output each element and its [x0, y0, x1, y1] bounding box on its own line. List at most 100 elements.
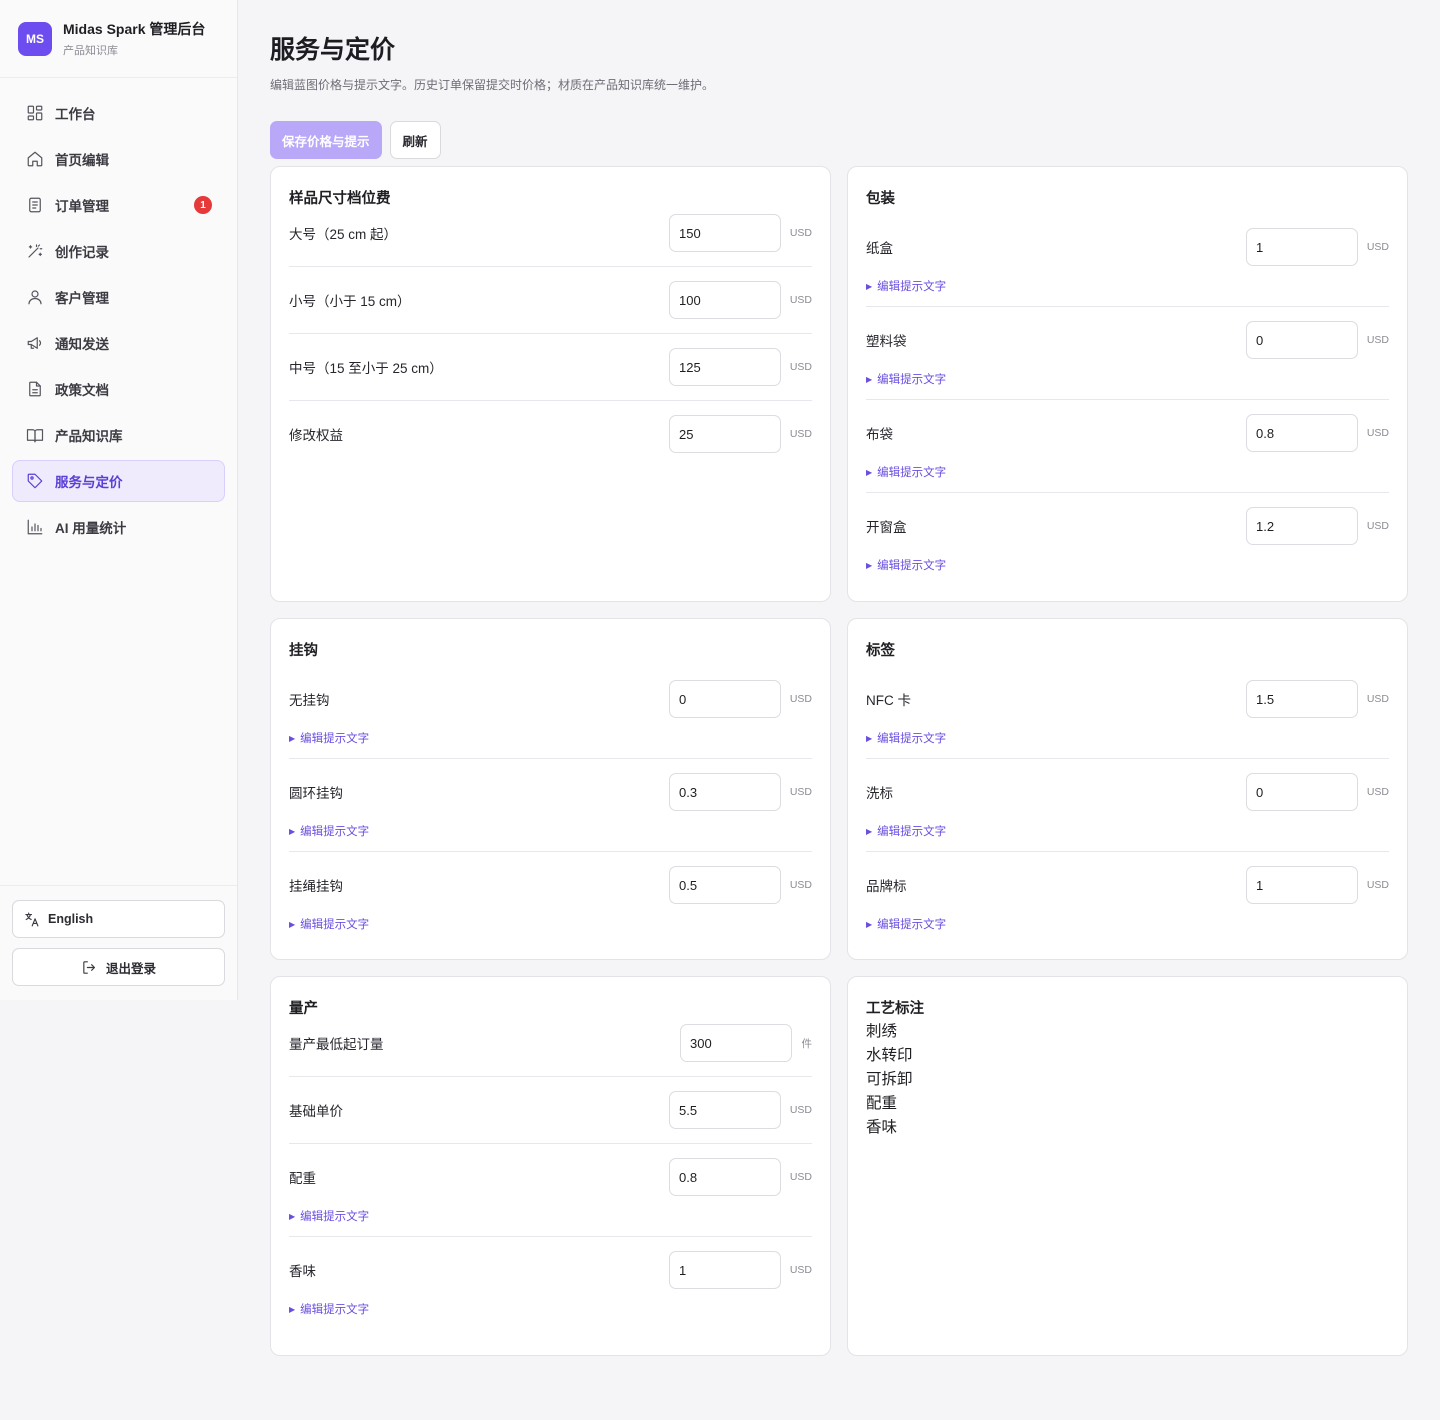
sidebar-item-customers[interactable]: 客户管理 [12, 276, 225, 318]
triangle-right-icon: ▶ [866, 467, 873, 477]
magic-wand-icon [26, 242, 44, 260]
sidebar-item-label: 创作记录 [55, 245, 109, 260]
price-row: NFC 卡 USD ▶ 编辑提示文字 [866, 666, 1389, 759]
edit-hint-toggle[interactable]: ▶ 编辑提示文字 [866, 557, 1389, 573]
price-input[interactable] [1246, 228, 1358, 266]
price-input[interactable] [1246, 414, 1358, 452]
price-row-label: 开窗盒 [866, 520, 907, 535]
language-switch-button[interactable]: English [12, 900, 225, 938]
refresh-button[interactable]: 刷新 [389, 121, 441, 159]
currency-unit: USD [1366, 334, 1389, 346]
edit-hint-toggle[interactable]: ▶ 编辑提示文字 [866, 371, 1389, 387]
edit-hint-toggle[interactable]: ▶ 编辑提示文字 [289, 730, 812, 746]
bar-chart-icon [26, 518, 44, 536]
sidebar-item-label: 产品知识库 [55, 429, 123, 444]
price-row-label: 洗标 [866, 786, 893, 801]
sidebar-item-policies[interactable]: 政策文档 [12, 368, 225, 410]
price-row: 基础单价 USD [289, 1077, 812, 1144]
edit-hint-toggle[interactable]: ▶ 编辑提示文字 [289, 823, 812, 839]
book-icon [26, 426, 44, 444]
sidebar-item-label: 工作台 [55, 107, 96, 122]
moq-input[interactable] [680, 1024, 792, 1062]
price-input[interactable] [669, 866, 781, 904]
label-tag-card: 标签 NFC 卡 USD ▶ 编辑提示文字 洗标 USD ▶ 编辑提示文字 品牌标 … [847, 618, 1408, 960]
logout-label: 退出登录 [105, 961, 156, 976]
logout-button[interactable]: 退出登录 [12, 948, 225, 986]
price-row: 中号（15 至小于 25 cm） USD [289, 334, 812, 401]
currency-unit: USD [1366, 427, 1389, 439]
craft-notes-list: 刺绣 水转印 可拆卸 配重 香味 [866, 1020, 1389, 1140]
card-title: 标签 [866, 643, 895, 659]
price-row: 大号（25 cm 起） USD [289, 200, 812, 267]
price-input[interactable] [1246, 773, 1358, 811]
edit-hint-label: 编辑提示文字 [877, 919, 947, 931]
edit-hint-toggle[interactable]: ▶ 编辑提示文字 [866, 464, 1389, 480]
price-row-label: 大号（25 cm 起） [289, 227, 398, 242]
base-price-input[interactable] [669, 1091, 781, 1129]
price-row: 品牌标 USD ▶ 编辑提示文字 [866, 852, 1389, 944]
price-input[interactable] [669, 415, 781, 453]
sidebar-item-orders[interactable]: 订单管理 1 [12, 184, 225, 226]
edit-hint-toggle[interactable]: ▶ 编辑提示文字 [289, 916, 812, 932]
sidebar-item-home-editor[interactable]: 首页编辑 [12, 138, 225, 180]
triangle-right-icon: ▶ [866, 826, 873, 836]
sidebar-item-knowledge-base[interactable]: 产品知识库 [12, 414, 225, 456]
save-prices-button[interactable]: 保存价格与提示 [270, 121, 382, 159]
sidebar-item-label: 订单管理 [55, 199, 109, 214]
edit-hint-toggle[interactable]: ▶ 编辑提示文字 [866, 916, 1389, 932]
price-row-label: 品牌标 [866, 879, 907, 894]
price-row: 修改权益 USD [289, 401, 812, 467]
currency-unit: USD [1366, 879, 1389, 891]
brand-subtitle: 产品知识库 [63, 45, 118, 57]
price-input[interactable] [669, 1251, 781, 1289]
currency-unit: USD [789, 786, 812, 798]
edit-hint-label: 编辑提示文字 [877, 281, 947, 293]
order-icon [26, 196, 44, 214]
price-input[interactable] [669, 348, 781, 386]
packaging-card: 包装 纸盒 USD ▶ 编辑提示文字 塑料袋 USD ▶ 编辑提示文字 布袋 USD… [847, 166, 1408, 602]
edit-hint-toggle[interactable]: ▶ 编辑提示文字 [866, 278, 1389, 294]
edit-hint-label: 编辑提示文字 [877, 467, 947, 479]
sidebar-nav: 工作台 首页编辑 订单管理 1 创作记录 客户管理 通知发送 政策文档 [0, 78, 237, 566]
sidebar-item-dashboard[interactable]: 工作台 [12, 92, 225, 134]
currency-unit: USD [789, 693, 812, 705]
price-row-label: NFC 卡 [866, 693, 911, 708]
edit-hint-label: 编辑提示文字 [300, 1211, 370, 1223]
price-input[interactable] [669, 214, 781, 252]
triangle-right-icon: ▶ [289, 1304, 296, 1314]
craft-note-item: 配重 [866, 1095, 898, 1112]
card-title: 包装 [866, 191, 895, 207]
price-input[interactable] [1246, 507, 1358, 545]
currency-unit: USD [789, 1171, 812, 1183]
brand-logo: MS [18, 21, 52, 56]
price-row: 布袋 USD ▶ 编辑提示文字 [866, 400, 1389, 493]
edit-hint-toggle[interactable]: ▶ 编辑提示文字 [866, 823, 1389, 839]
sidebar-item-services-pricing[interactable]: 服务与定价 [12, 460, 225, 502]
quantity-unit: 件 [801, 1037, 813, 1050]
price-row-label: 塑料袋 [866, 334, 907, 349]
sidebar-item-label: 首页编辑 [55, 153, 109, 168]
price-input[interactable] [669, 281, 781, 319]
page-title: 服务与定价 [270, 36, 396, 64]
sidebar-item-notifications[interactable]: 通知发送 [12, 322, 225, 364]
sidebar-item-ai-usage[interactable]: AI 用量统计 [12, 506, 225, 548]
edit-hint-toggle[interactable]: ▶ 编辑提示文字 [289, 1208, 812, 1224]
price-row-label: 圆环挂钩 [289, 786, 343, 801]
triangle-right-icon: ▶ [289, 733, 296, 743]
price-input[interactable] [669, 680, 781, 718]
price-input[interactable] [1246, 321, 1358, 359]
sidebar-item-creations[interactable]: 创作记录 [12, 230, 225, 272]
price-input[interactable] [1246, 680, 1358, 718]
price-input[interactable] [669, 1158, 781, 1196]
edit-hint-toggle[interactable]: ▶ 编辑提示文字 [866, 730, 1389, 746]
moq-row: 量产最低起订量 件 [289, 1010, 812, 1077]
craft-note-item: 水转印 [866, 1047, 913, 1064]
hook-card: 挂钩 无挂钩 USD ▶ 编辑提示文字 圆环挂钩 USD ▶ 编辑提示文字 挂绳挂钩… [270, 618, 831, 960]
price-input[interactable] [669, 773, 781, 811]
translate-icon [25, 912, 39, 926]
price-input[interactable] [1246, 866, 1358, 904]
edit-hint-label: 编辑提示文字 [300, 919, 370, 931]
currency-unit: USD [789, 1264, 812, 1276]
price-row-label: 小号（小于 15 cm） [289, 294, 411, 309]
edit-hint-toggle[interactable]: ▶ 编辑提示文字 [289, 1301, 812, 1317]
